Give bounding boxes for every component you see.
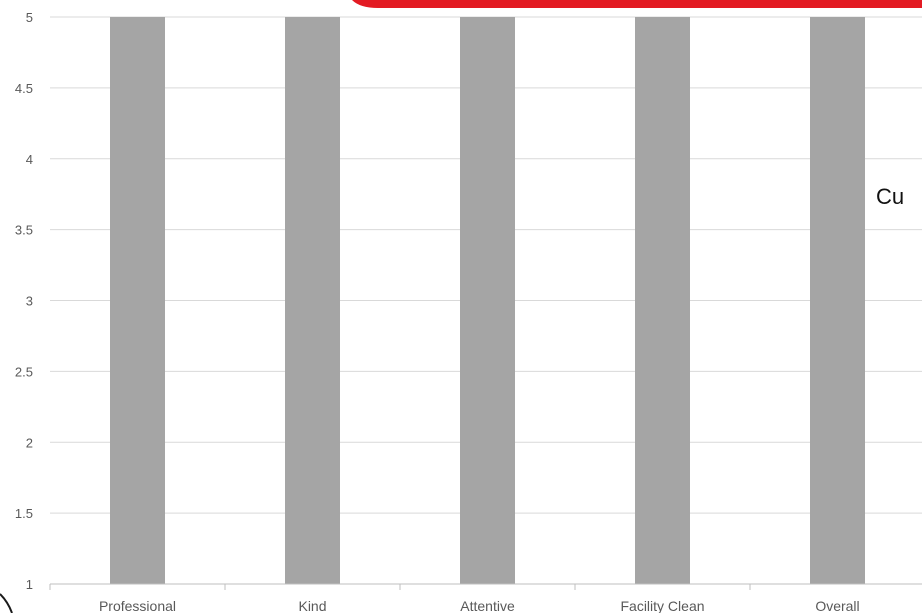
bar: [635, 17, 690, 584]
y-axis-tick-labels: 1 1.5 2 2.5 3 3.5 4 4.5 5: [15, 10, 33, 592]
y-tick-label: 5: [26, 10, 33, 25]
bar: [460, 17, 515, 584]
bars: [110, 17, 865, 584]
x-category-label: Overall: [815, 598, 859, 613]
x-axis: [49, 583, 922, 590]
y-tick-label: 3.5: [15, 223, 33, 238]
y-tick-label: 2: [26, 435, 33, 450]
bar: [110, 17, 165, 584]
y-tick-label: 1.5: [15, 506, 33, 521]
partial-overlay-text: Cu: [876, 184, 904, 209]
y-tick-label: 4: [26, 152, 33, 167]
bar: [810, 17, 865, 584]
x-category-label: Facility Clean: [620, 598, 704, 613]
y-tick-label: 1: [26, 577, 33, 592]
red-banner-shape: [352, 0, 922, 8]
outline-corner-shape: [0, 593, 13, 613]
x-category-label: Kind: [298, 598, 326, 613]
y-tick-label: 2.5: [15, 364, 33, 379]
y-tick-label: 3: [26, 294, 33, 309]
x-category-label: Attentive: [460, 598, 515, 613]
x-axis-category-labels: Professional Kind Attentive Facility Clean O…: [99, 598, 860, 613]
x-category-label: Professional: [99, 598, 176, 613]
bar: [285, 17, 340, 584]
y-tick-label: 4.5: [15, 81, 33, 96]
